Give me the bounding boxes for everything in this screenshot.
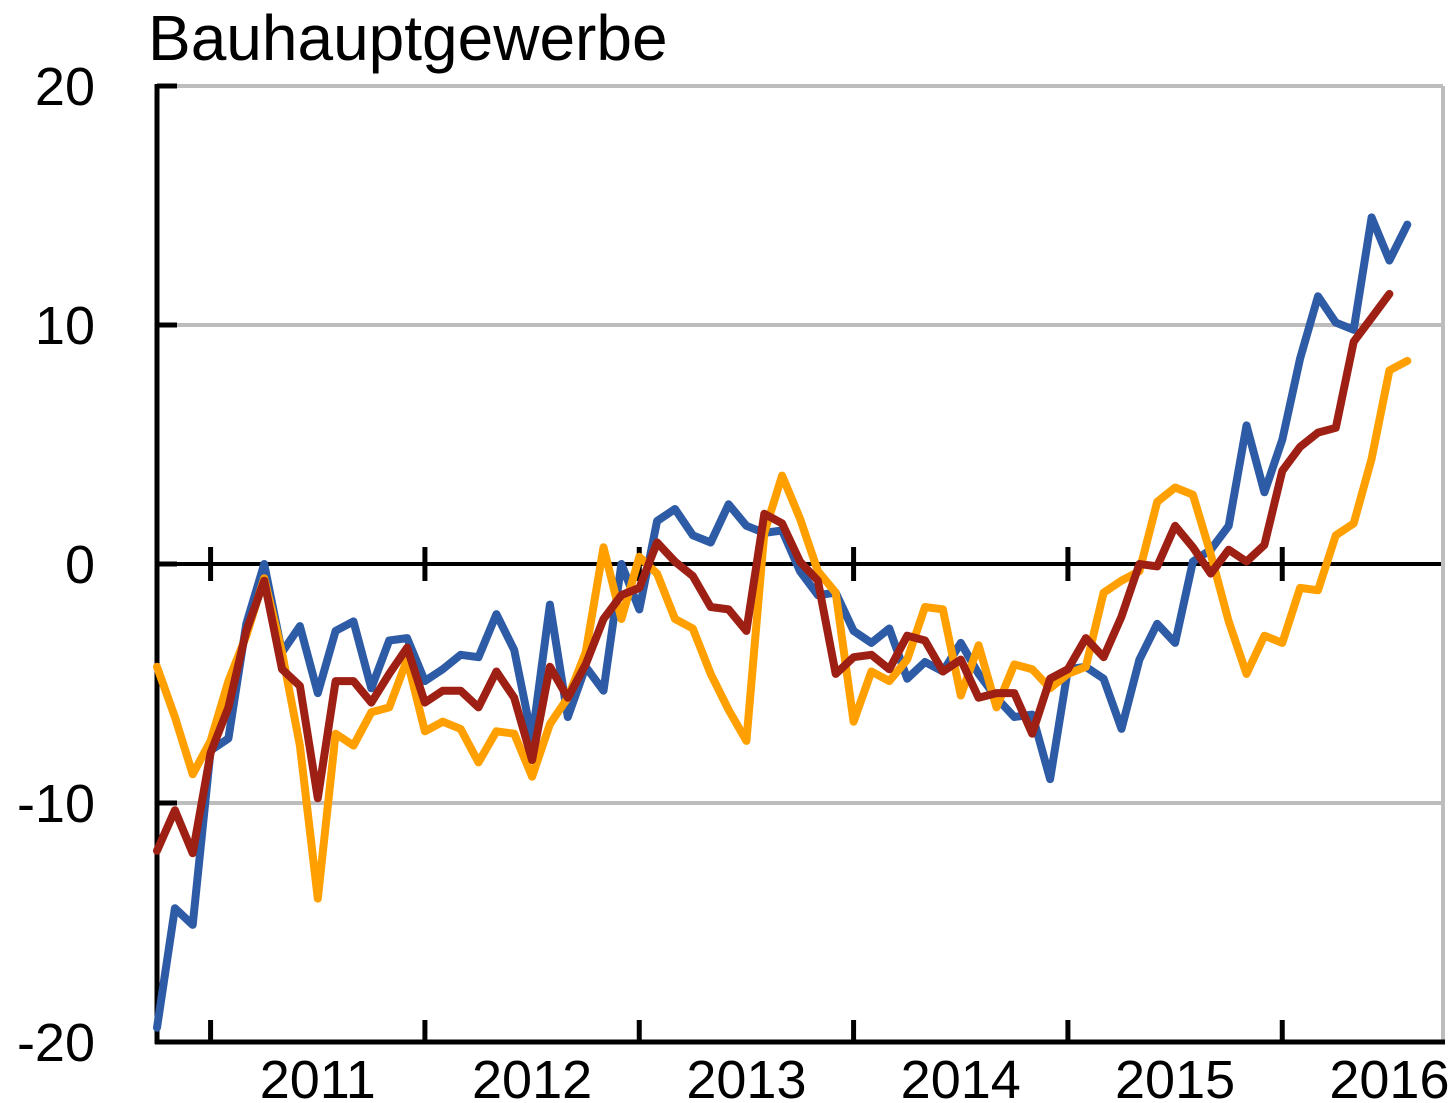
y-tick-label-0: 0 [65,535,95,595]
x-tick-label-2013: 2013 [686,1050,806,1103]
x-tick-label-2011: 2011 [260,1050,376,1103]
x-tick-label-2012: 2012 [472,1050,592,1103]
series-lines [153,213,1412,1032]
y-axis: 20 10 0 -10 -20 [17,57,177,1073]
series-line-2 [153,356,1412,903]
y-tick-label--20: -20 [17,1013,95,1073]
y-tick-label-20: 20 [35,57,95,117]
y-tick-label--10: -10 [17,774,95,834]
x-tick-label-2015: 2015 [1115,1050,1235,1103]
x-tick-label-2014: 2014 [901,1050,1021,1103]
series-line-3 [153,289,1394,858]
y-tick-label-10: 10 [35,296,95,356]
x-tick-label-2016: 2016 [1329,1050,1449,1103]
series-line-1 [153,213,1412,1032]
x-axis: 2011 2012 2013 2014 2015 2016 [208,547,1449,1103]
chart-title: Bauhauptgewerbe [148,2,668,74]
